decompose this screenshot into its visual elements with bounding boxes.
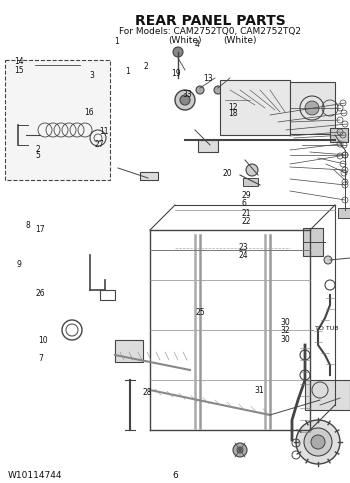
Text: 3: 3	[90, 71, 95, 80]
Bar	[305, 380, 350, 410]
Circle shape	[196, 86, 204, 94]
Text: 21: 21	[241, 209, 251, 218]
Text: 32: 32	[280, 327, 290, 335]
Text: 20: 20	[222, 170, 232, 178]
Circle shape	[314, 394, 326, 406]
Text: W10114744: W10114744	[8, 470, 63, 480]
Circle shape	[304, 428, 332, 456]
Circle shape	[246, 164, 258, 176]
Circle shape	[237, 447, 243, 453]
Circle shape	[324, 256, 332, 264]
Text: TO TUB: TO TUB	[315, 326, 338, 330]
Text: 24: 24	[238, 251, 248, 259]
Text: 26: 26	[35, 289, 45, 298]
Text: 7: 7	[38, 354, 43, 363]
Text: 22: 22	[241, 217, 251, 226]
Bar	[243, 178, 258, 186]
Text: 1: 1	[125, 67, 130, 76]
Text: 14: 14	[15, 57, 24, 66]
Text: 9: 9	[16, 260, 21, 269]
Circle shape	[305, 101, 319, 115]
Text: 23: 23	[238, 243, 248, 252]
Circle shape	[311, 435, 325, 449]
Text: 19: 19	[171, 69, 181, 78]
Text: (White): (White)	[223, 36, 257, 45]
Text: 16: 16	[84, 108, 94, 116]
Circle shape	[233, 443, 247, 457]
Bar	[303, 228, 323, 256]
Text: 17: 17	[35, 226, 45, 234]
Bar	[115, 340, 143, 362]
Text: 15: 15	[15, 66, 24, 74]
Text: 30: 30	[280, 318, 290, 327]
Bar	[290, 82, 335, 134]
Text: 31: 31	[255, 386, 264, 395]
Text: 1: 1	[114, 37, 119, 45]
Text: REAR PANEL PARTS: REAR PANEL PARTS	[135, 14, 285, 28]
Circle shape	[180, 95, 190, 105]
Text: 18: 18	[228, 109, 238, 118]
Text: 29: 29	[241, 191, 251, 200]
Bar	[330, 128, 348, 142]
Bar	[220, 80, 290, 135]
Circle shape	[173, 47, 183, 57]
Text: 6: 6	[241, 199, 246, 208]
Text: 11: 11	[99, 127, 108, 136]
Text: (White): (White)	[168, 36, 202, 45]
Text: 27: 27	[94, 141, 104, 149]
Circle shape	[296, 420, 340, 464]
Text: 13: 13	[203, 74, 213, 83]
FancyBboxPatch shape	[5, 60, 110, 180]
Bar	[198, 140, 218, 152]
Text: 2: 2	[144, 62, 148, 71]
Bar	[140, 172, 158, 180]
Bar	[100, 290, 115, 300]
Text: 5: 5	[35, 151, 40, 160]
Text: 4: 4	[194, 40, 199, 49]
Text: 12: 12	[228, 103, 238, 112]
Text: 10: 10	[38, 336, 48, 345]
Text: 8: 8	[25, 221, 30, 229]
Text: 28: 28	[143, 388, 152, 397]
Text: 25: 25	[195, 309, 205, 317]
Text: 30: 30	[280, 335, 290, 343]
Text: 6: 6	[172, 470, 178, 480]
Text: 33: 33	[182, 90, 192, 99]
Circle shape	[175, 90, 195, 110]
Bar	[338, 208, 350, 218]
Text: 2: 2	[35, 145, 40, 154]
Circle shape	[214, 86, 222, 94]
Text: For Models: CAM2752TQ0, CAM2752TQ2: For Models: CAM2752TQ0, CAM2752TQ2	[119, 27, 301, 36]
